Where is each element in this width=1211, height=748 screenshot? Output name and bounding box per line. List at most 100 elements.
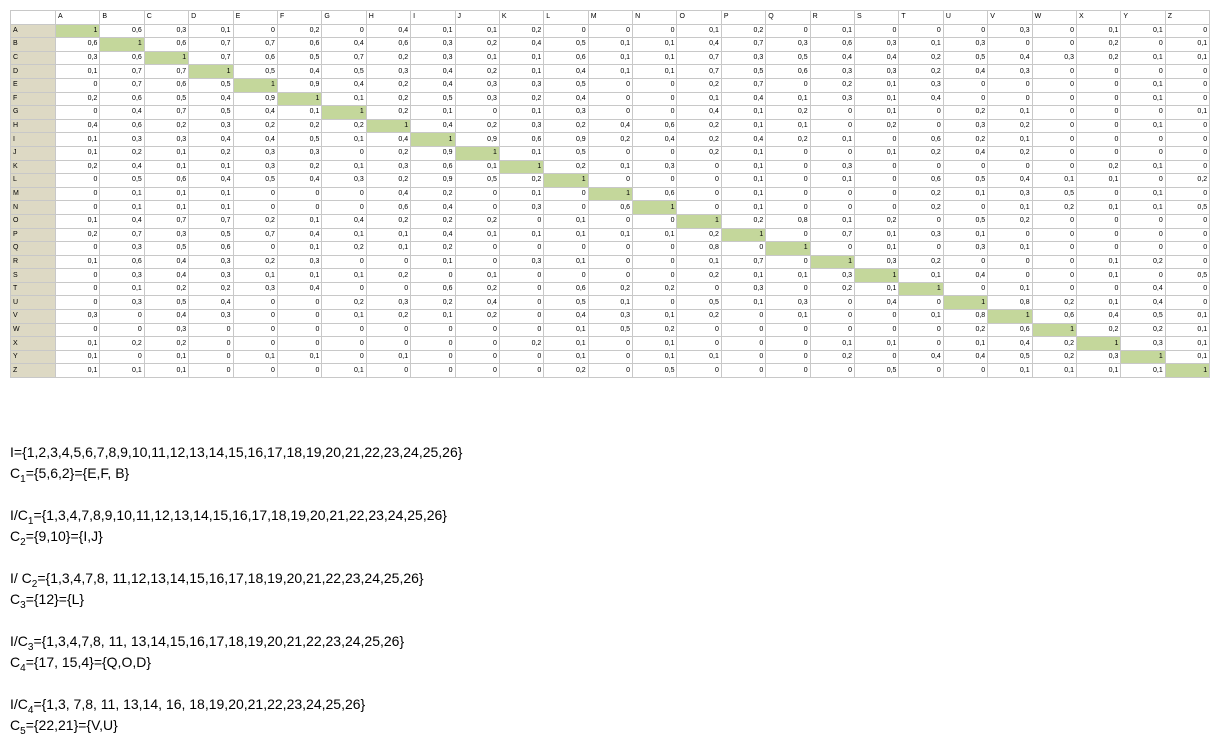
matrix-cell[interactable]: 0,6 xyxy=(498,132,545,147)
matrix-cell[interactable]: 0 xyxy=(1164,91,1211,107)
matrix-cell[interactable]: 0 xyxy=(54,295,101,311)
matrix-cell[interactable]: 0 xyxy=(809,105,856,120)
row-header-t[interactable]: T xyxy=(10,281,56,297)
matrix-cell[interactable]: 0,3 xyxy=(454,91,500,107)
matrix-cell[interactable]: 0,2 xyxy=(454,309,500,324)
row-header-y[interactable]: Y xyxy=(10,349,56,365)
matrix-cell[interactable]: 0,1 xyxy=(143,363,190,379)
matrix-cell[interactable]: 0 xyxy=(987,227,1033,243)
matrix-cell[interactable]: 0,2 xyxy=(587,132,634,147)
matrix-cell[interactable]: 0 xyxy=(632,295,678,311)
matrix-cell[interactable]: 0,3 xyxy=(276,254,323,270)
matrix-cell[interactable]: 0 xyxy=(942,281,989,297)
matrix-cell[interactable]: 0,1 xyxy=(188,186,234,202)
matrix-cell[interactable]: 0,1 xyxy=(232,349,278,365)
matrix-cell[interactable]: 0 xyxy=(809,322,856,338)
matrix-cell[interactable]: 0 xyxy=(276,186,323,202)
matrix-cell[interactable]: 0 xyxy=(54,77,101,93)
matrix-cell[interactable]: 0,3 xyxy=(410,50,456,66)
matrix-cell[interactable]: 0 xyxy=(898,118,944,134)
matrix-cell[interactable]: 0 xyxy=(410,349,456,365)
matrix-cell[interactable]: 0,3 xyxy=(720,50,767,66)
column-header-u[interactable]: U xyxy=(942,10,989,25)
matrix-cell[interactable]: 1 xyxy=(1031,322,1077,338)
matrix-cell[interactable]: 0,4 xyxy=(321,37,367,52)
matrix-cell[interactable]: 0 xyxy=(676,173,722,188)
matrix-cell[interactable]: 0,3 xyxy=(809,159,856,175)
column-header-j[interactable]: J xyxy=(454,10,500,25)
matrix-cell[interactable]: 0,1 xyxy=(54,349,101,365)
matrix-cell[interactable]: 0,1 xyxy=(232,268,278,283)
matrix-cell[interactable]: 0,6 xyxy=(54,37,101,52)
matrix-cell[interactable]: 0,1 xyxy=(321,91,367,107)
matrix-cell[interactable]: 0 xyxy=(898,336,944,351)
matrix-cell[interactable]: 0,6 xyxy=(99,254,145,270)
matrix-cell[interactable]: 0,3 xyxy=(143,132,190,147)
matrix-cell[interactable]: 0 xyxy=(809,363,856,379)
matrix-cell[interactable]: 0,3 xyxy=(632,159,678,175)
matrix-cell[interactable]: 0 xyxy=(720,349,767,365)
matrix-cell[interactable]: 1 xyxy=(365,118,412,134)
matrix-cell[interactable]: 0,3 xyxy=(321,173,367,188)
matrix-cell[interactable]: 0,2 xyxy=(1120,254,1166,270)
matrix-cell[interactable]: 0 xyxy=(676,322,722,338)
matrix-cell[interactable]: 0 xyxy=(232,200,278,215)
matrix-cell[interactable]: 0,5 xyxy=(276,50,323,66)
matrix-cell[interactable]: 0 xyxy=(676,336,722,351)
matrix-cell[interactable]: 0 xyxy=(854,200,900,215)
matrix-cell[interactable]: 0 xyxy=(720,336,767,351)
matrix-cell[interactable]: 0 xyxy=(188,336,234,351)
matrix-cell[interactable]: 0,3 xyxy=(99,268,145,283)
matrix-cell[interactable]: 0,2 xyxy=(454,213,500,229)
matrix-cell[interactable]: 0,3 xyxy=(410,37,456,52)
matrix-cell[interactable]: 0 xyxy=(987,268,1033,283)
matrix-cell[interactable]: 0 xyxy=(765,322,811,338)
matrix-cell[interactable]: 0,1 xyxy=(321,309,367,324)
column-header-n[interactable]: N xyxy=(632,10,678,25)
matrix-cell[interactable]: 0 xyxy=(276,322,323,338)
matrix-cell[interactable]: 0,3 xyxy=(188,254,234,270)
matrix-cell[interactable]: 0 xyxy=(454,105,500,120)
matrix-cell[interactable]: 0,2 xyxy=(454,37,500,52)
matrix-cell[interactable]: 0,4 xyxy=(543,91,589,107)
matrix-cell[interactable]: 0 xyxy=(543,200,589,215)
matrix-cell[interactable]: 0,4 xyxy=(188,132,234,147)
matrix-cell[interactable]: 0 xyxy=(454,336,500,351)
matrix-cell[interactable]: 0,1 xyxy=(321,363,367,379)
matrix-cell[interactable]: 0,4 xyxy=(276,64,323,79)
matrix-cell[interactable]: 0,2 xyxy=(898,186,944,202)
matrix-cell[interactable]: 0 xyxy=(276,336,323,351)
matrix-cell[interactable]: 0 xyxy=(854,349,900,365)
matrix-cell[interactable]: 0,1 xyxy=(720,173,767,188)
matrix-cell[interactable]: 0 xyxy=(54,281,101,297)
matrix-cell[interactable]: 0 xyxy=(410,322,456,338)
matrix-cell[interactable]: 0,1 xyxy=(720,118,767,134)
matrix-cell[interactable]: 0,7 xyxy=(188,50,234,66)
matrix-cell[interactable]: 0 xyxy=(765,227,811,243)
matrix-cell[interactable]: 0,7 xyxy=(809,227,856,243)
matrix-cell[interactable]: 0 xyxy=(587,77,634,93)
matrix-cell[interactable]: 0,2 xyxy=(543,118,589,134)
matrix-cell[interactable]: 0 xyxy=(321,322,367,338)
matrix-cell[interactable]: 0,3 xyxy=(99,132,145,147)
matrix-cell[interactable]: 0,5 xyxy=(543,77,589,93)
matrix-cell[interactable]: 0,3 xyxy=(854,64,900,79)
matrix-cell[interactable]: 0,5 xyxy=(188,77,234,93)
matrix-cell[interactable]: 0,4 xyxy=(854,295,900,311)
matrix-cell[interactable]: 0,1 xyxy=(1164,309,1211,324)
matrix-cell[interactable]: 0,4 xyxy=(99,105,145,120)
row-header-q[interactable]: Q xyxy=(10,241,56,256)
matrix-cell[interactable]: 0,1 xyxy=(1164,322,1211,338)
matrix-cell[interactable]: 0,2 xyxy=(543,363,589,379)
matrix-cell[interactable]: 0,2 xyxy=(1120,322,1166,338)
matrix-cell[interactable]: 1 xyxy=(854,268,900,283)
matrix-cell[interactable]: 0 xyxy=(1075,64,1122,79)
matrix-cell[interactable]: 0,5 xyxy=(143,91,190,107)
matrix-cell[interactable]: 0,1 xyxy=(632,309,678,324)
matrix-cell[interactable]: 0,5 xyxy=(676,295,722,311)
matrix-cell[interactable]: 0,2 xyxy=(854,213,900,229)
matrix-cell[interactable]: 0 xyxy=(54,200,101,215)
column-header-v[interactable]: V xyxy=(987,10,1033,25)
matrix-cell[interactable]: 0,1 xyxy=(1120,23,1166,39)
matrix-cell[interactable]: 0,3 xyxy=(365,64,412,79)
